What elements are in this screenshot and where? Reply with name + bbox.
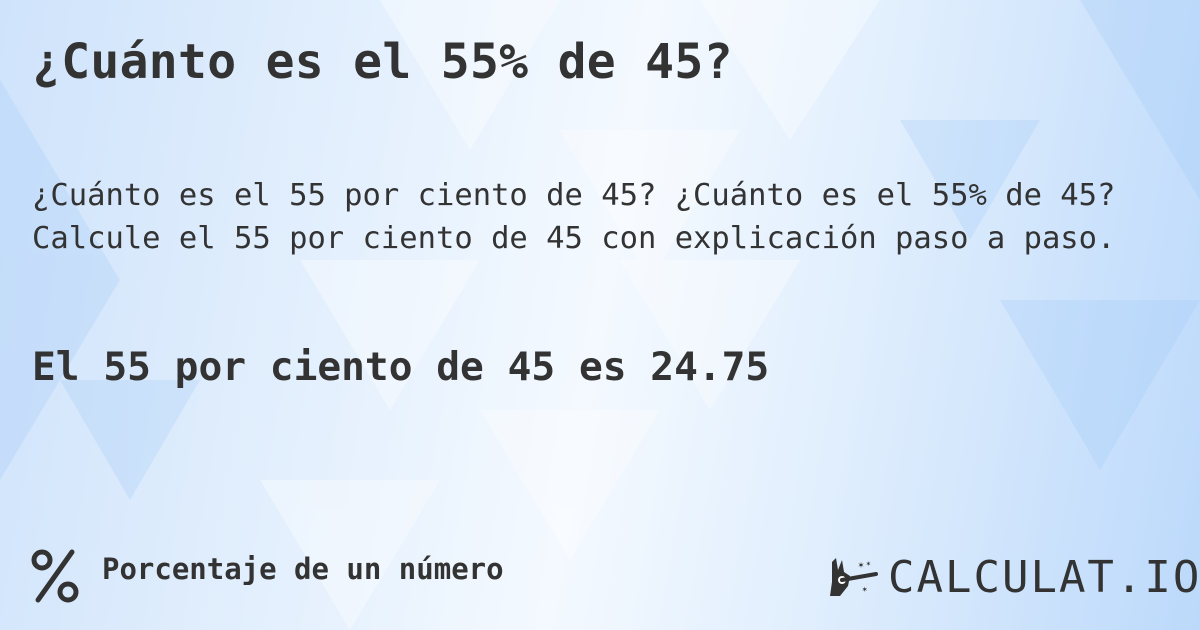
- result-text: El 55 por ciento de 45 es 24.75: [32, 344, 770, 390]
- description-line: ¿Cuánto es el 55 por ciento de 45? ¿Cuán…: [32, 178, 1116, 213]
- svg-text:✶: ✶: [862, 585, 868, 595]
- description-line: Calcule el 55 por ciento de 45 con expli…: [32, 221, 1116, 256]
- logo-text: CALCULAT.IO: [888, 552, 1200, 603]
- percent-icon: [30, 548, 80, 608]
- category-label: Porcentaje de un número: [102, 552, 504, 586]
- magic-hand-icon: ✶ ✶ ✶: [830, 558, 878, 596]
- description: ¿Cuánto es el 55 por ciento de 45? ¿Cuán…: [32, 174, 1115, 260]
- svg-text:✶: ✶: [858, 560, 864, 571]
- calculat-logo[interactable]: ✶ ✶ ✶ CALCULAT.IO: [828, 556, 1200, 600]
- svg-text:✶: ✶: [866, 559, 871, 568]
- page-title: ¿Cuánto es el 55% de 45?: [32, 34, 733, 90]
